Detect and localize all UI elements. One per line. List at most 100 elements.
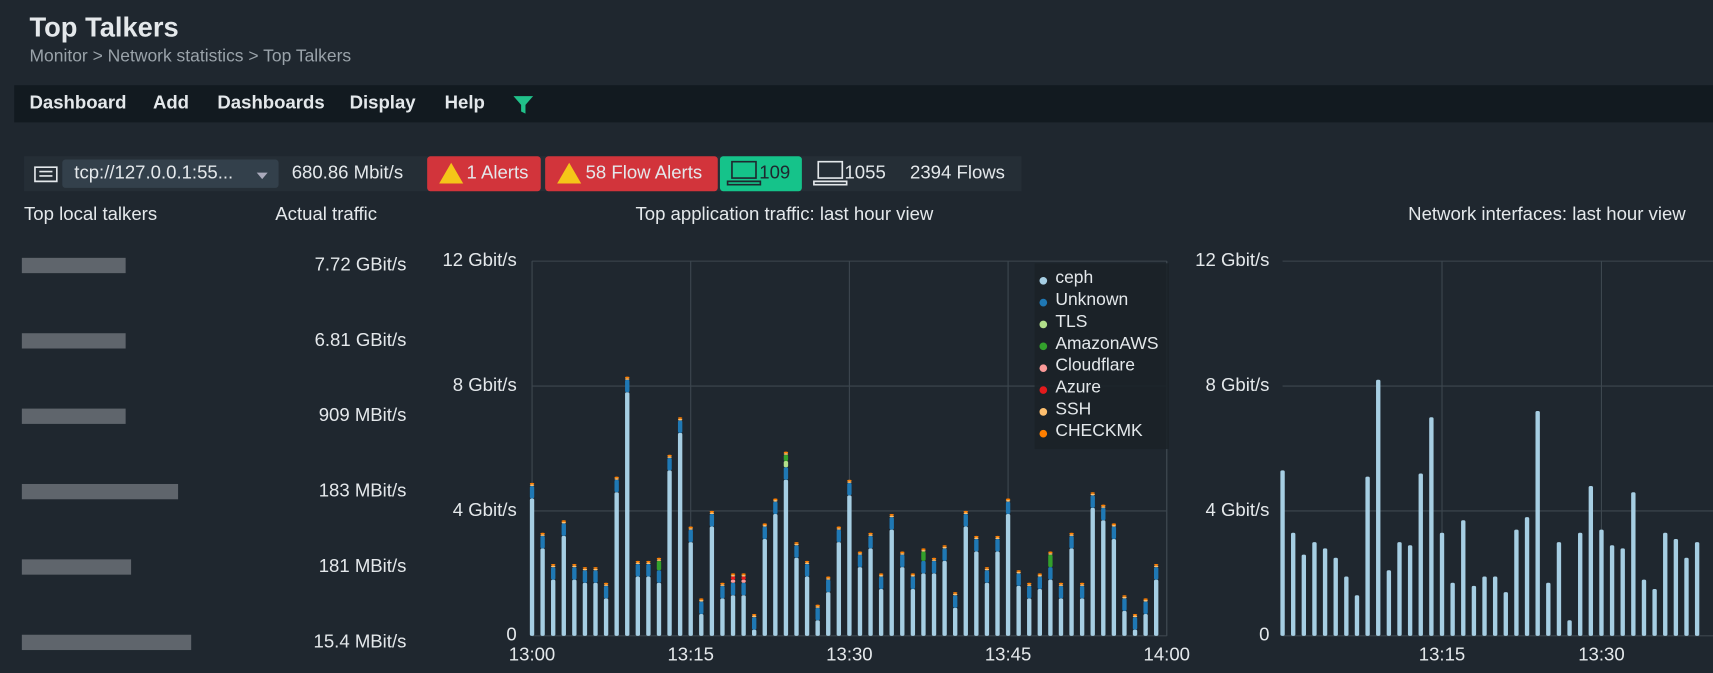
bar-segment [1694, 542, 1700, 636]
bar-segment [910, 576, 916, 589]
bar-segment [1535, 411, 1540, 636]
bar-segment [720, 598, 725, 636]
bar-segment [910, 573, 916, 575]
bar-segment [995, 535, 1000, 538]
bar-segment [942, 546, 947, 549]
bar-segment [953, 607, 958, 636]
bar-segment [625, 379, 630, 393]
remote-hosts-text[interactable]: 1055 [844, 162, 885, 183]
bar-segment [857, 554, 863, 568]
bar-segment [963, 510, 968, 513]
source-select[interactable] [62, 159, 279, 188]
y-tick-label: 12 Gbit/s [442, 249, 516, 270]
bar-segment [656, 582, 662, 636]
bar-segment [635, 576, 641, 636]
bar-segment [1079, 598, 1085, 636]
bar-segment [1069, 535, 1074, 549]
bar-segment [1005, 514, 1011, 636]
bar-segment [942, 545, 947, 547]
bar-segment [804, 564, 810, 577]
menu-item[interactable]: Display [350, 92, 417, 113]
bar-segment [656, 570, 662, 583]
bar-segment [1492, 576, 1498, 636]
bar-segment [720, 585, 725, 599]
bar-segment [561, 535, 566, 636]
bar-segment [1027, 584, 1032, 586]
bar-segment [921, 551, 926, 561]
bar-segment [1005, 501, 1011, 515]
flow-alerts-text: 58 Flow Alerts [586, 162, 703, 183]
bar-segment [1079, 584, 1085, 586]
bar-segment [603, 582, 609, 585]
bar-segment [709, 510, 715, 513]
bar-segment [783, 479, 789, 636]
bar-segment [1407, 545, 1413, 636]
legend-swatch [1039, 408, 1048, 416]
breadcrumb[interactable]: Monitor > Network statistics > Top Talke… [29, 45, 351, 65]
bar-segment [1684, 557, 1689, 636]
legend-label: AmazonAWS [1055, 333, 1158, 353]
bar-segment [931, 557, 937, 560]
bar-segment [762, 526, 767, 540]
bar-segment [1153, 579, 1159, 636]
bar-segment [646, 562, 651, 565]
bar-segment [1461, 520, 1466, 636]
bar-segment [1079, 585, 1085, 599]
bar-segment [1111, 524, 1117, 527]
menu-item[interactable]: Add [153, 92, 189, 113]
bar-segment [1132, 617, 1138, 630]
flows-text[interactable]: 2394 Flows [910, 162, 1005, 183]
bar-segment [868, 532, 873, 535]
bar-segment [1048, 554, 1053, 568]
bar-segment [804, 562, 810, 565]
filter-icon[interactable] [513, 96, 534, 114]
bar-segment [794, 557, 799, 636]
bar-segment [561, 520, 566, 522]
bar-segment [836, 542, 842, 636]
legend-label: CHECKMK [1055, 420, 1143, 440]
bar-segment [677, 417, 683, 419]
menu-item[interactable]: Help [445, 92, 485, 113]
source-text: tcp://127.0.0.1:55... [74, 162, 233, 183]
bar-segment [1037, 573, 1043, 575]
legend-label: Azure [1055, 376, 1101, 396]
bar-segment [857, 553, 863, 555]
warning-icon [557, 162, 582, 184]
bar-segment [572, 579, 577, 636]
bar-segment [646, 564, 651, 577]
blurred-host [21, 559, 132, 575]
bar-segment [1429, 417, 1434, 636]
legend-box [1034, 263, 1169, 450]
bar-segment [1058, 598, 1064, 636]
bar-segment [783, 451, 789, 454]
y-tick-label: 8 Gbit/s [1205, 374, 1269, 395]
bar-segment [1090, 493, 1095, 496]
legend-label: Cloudflare [1055, 355, 1135, 375]
bar-segment [1122, 598, 1127, 611]
select-caret [256, 172, 268, 180]
bar-segment [1301, 554, 1307, 636]
menu-item[interactable]: Dashboard [29, 92, 126, 113]
legend-swatch [1039, 320, 1048, 329]
bar-segment [635, 562, 641, 565]
interface-icon [34, 166, 58, 183]
flow-alerts-badge[interactable] [545, 156, 718, 192]
menu-item[interactable]: Dashboards [217, 92, 324, 113]
bar-segment [942, 560, 947, 636]
bar-segment [1599, 529, 1604, 636]
bar-segment [667, 454, 672, 457]
bar-segment [1079, 582, 1085, 585]
bar-segment [720, 584, 725, 586]
bar-segment [931, 559, 937, 561]
bar-segment [783, 454, 789, 461]
column-header: Actual traffic [275, 203, 377, 224]
local-hosts-badge[interactable] [719, 156, 802, 192]
bar-segment [974, 535, 979, 538]
x-tick-label: 13:15 [1419, 643, 1465, 664]
bar-segment [741, 582, 746, 596]
bar-segment [635, 564, 641, 577]
bar-segment [1631, 492, 1636, 636]
bar-segment [1524, 517, 1530, 636]
bar-segment [1101, 507, 1106, 521]
bar-segment [529, 485, 535, 499]
